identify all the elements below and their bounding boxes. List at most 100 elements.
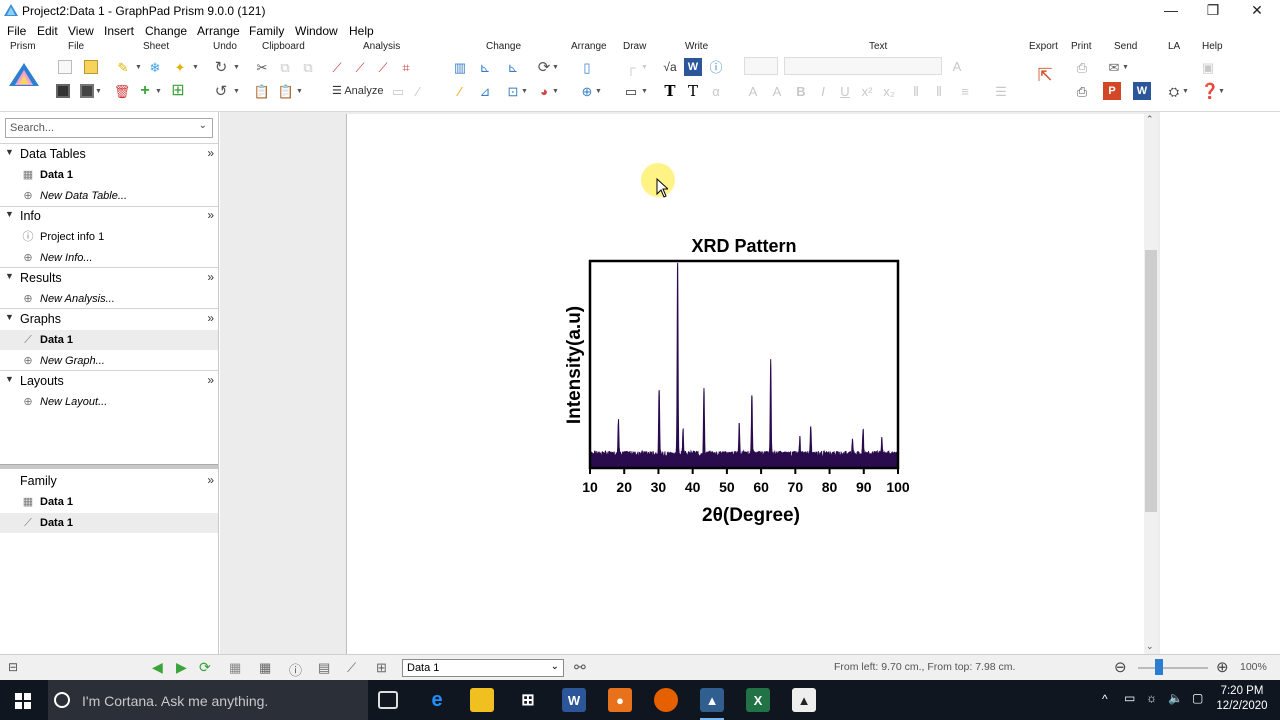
color-scheme-icon[interactable]: ◕ <box>540 83 548 99</box>
chevron-down-icon[interactable]: ▼ <box>233 88 240 95</box>
chevron-down-icon[interactable]: ▼ <box>552 64 559 71</box>
nav-item-graph[interactable]: ⟋ Data 1 <box>0 330 218 350</box>
nav-item-new-layout[interactable]: ⊕ New Layout... <box>0 392 218 412</box>
vertical-scrollbar[interactable]: ⌃ ⌄ <box>1144 114 1158 654</box>
chevron-down-icon[interactable]: ▼ <box>1122 64 1129 71</box>
font-family-select[interactable] <box>784 57 942 75</box>
collapse-icon[interactable]: ▼ <box>5 147 14 157</box>
format-axes-icon[interactable]: ⊾ <box>507 59 519 75</box>
expand-more-icon[interactable]: » <box>207 311 214 325</box>
next-sheet-icon[interactable]: ▶ <box>176 659 187 675</box>
analyze-button[interactable]: ☰ Analyze <box>332 85 384 97</box>
expand-more-icon[interactable]: » <box>207 373 214 387</box>
paste-special-icon[interactable]: ⧉ <box>303 59 313 75</box>
expand-more-icon[interactable]: » <box>207 473 214 487</box>
delete-sheet-icon[interactable]: 🗑 <box>113 83 131 99</box>
view-info-icon[interactable]: ⓘ <box>289 663 303 678</box>
xy-analysis-icon[interactable]: ⟋ <box>332 59 342 75</box>
new-sheet-icon[interactable]: + <box>140 82 150 99</box>
chevron-down-icon[interactable]: ▼ <box>1182 88 1189 95</box>
info-constant-icon[interactable]: ⓘ <box>709 59 723 75</box>
word-icon[interactable]: W <box>1133 82 1151 100</box>
nav-item-new-graph[interactable]: ⊕ New Graph... <box>0 351 218 371</box>
list-icon[interactable]: ☰ <box>995 83 1007 99</box>
menu-help[interactable]: Help <box>349 24 374 38</box>
expand-more-icon[interactable]: » <box>207 208 214 222</box>
menu-family[interactable]: Family <box>249 24 285 38</box>
subscript-icon[interactable]: x₂ <box>883 83 895 99</box>
nav-item-project-info[interactable]: ⓘ Project info 1 <box>0 227 218 247</box>
family-item-data-table[interactable]: ▦ Data 1 <box>0 492 218 512</box>
show-hidden-icons[interactable]: ^ <box>1102 692 1108 706</box>
curve-fit-icon[interactable]: ⟋ <box>355 59 365 75</box>
edge-icon[interactable]: e <box>431 688 443 711</box>
lab-archives-icon[interactable]: ⛭ <box>1168 83 1180 99</box>
expand-more-icon[interactable]: » <box>207 146 214 160</box>
link-icon[interactable]: ⚯ <box>574 659 586 675</box>
rectangle-tool-icon[interactable]: ▭ <box>624 83 638 99</box>
family-item-graph[interactable]: ⟋ Data 1 <box>0 513 218 533</box>
paste-options-icon[interactable]: 📋 <box>277 83 295 99</box>
chevron-down-icon[interactable]: ▼ <box>595 88 602 95</box>
close-button[interactable]: ✕ <box>1251 2 1263 18</box>
view-data-icon[interactable]: ▦ <box>259 660 272 675</box>
italic-icon[interactable]: I <box>821 83 825 99</box>
sheet-list-icon[interactable]: ⊟ <box>8 660 19 674</box>
wand-icon[interactable]: ⁄ <box>458 83 462 99</box>
snowflake-icon[interactable]: ❄ <box>149 59 161 75</box>
expand-more-icon[interactable]: » <box>207 270 214 284</box>
powerpoint-icon[interactable]: P <box>1103 82 1121 100</box>
zoom-out-icon[interactable]: ⊖ <box>1114 659 1127 676</box>
graph-type-icon[interactable]: ▥ <box>453 59 467 75</box>
cut-icon[interactable]: ✂ <box>256 59 268 75</box>
copy-icon[interactable]: ⧉ <box>280 59 290 75</box>
nav-item-new-info[interactable]: ⊕ New Info... <box>0 248 218 268</box>
zoom-in-icon[interactable]: ⊕ <box>1216 659 1229 676</box>
chevron-down-icon[interactable]: ▼ <box>552 88 559 95</box>
chevron-down-icon[interactable]: ▼ <box>95 88 102 95</box>
zoom-slider-track[interactable] <box>1138 667 1208 669</box>
menu-arrange[interactable]: Arrange <box>197 24 240 38</box>
results-icon[interactable]: ▭ <box>391 83 405 99</box>
section-layouts[interactable]: ▼ Layouts » <box>0 371 218 391</box>
format-data-icon[interactable]: ⊡ <box>507 83 519 99</box>
print-icon[interactable]: ⎙ <box>1076 59 1088 75</box>
cortana-search-box[interactable]: I'm Cortana. Ask me anything. <box>48 680 368 720</box>
notification-icon[interactable]: ▢ <box>1192 691 1204 705</box>
view-results-icon[interactable]: ▤ <box>318 660 331 675</box>
panel-splitter[interactable] <box>0 464 218 469</box>
underline-icon[interactable]: U <box>840 83 850 99</box>
save-as-icon[interactable] <box>78 82 96 100</box>
menu-file[interactable]: File <box>7 24 27 38</box>
font-shrink-icon[interactable]: A <box>772 83 782 99</box>
save-icon[interactable] <box>54 82 72 100</box>
axes-icon[interactable]: ⊾ <box>479 59 491 75</box>
chevron-down-icon[interactable]: ▼ <box>1218 88 1225 95</box>
menu-window[interactable]: Window <box>295 24 338 38</box>
print-setup-icon[interactable]: ⎙ <box>1076 83 1088 99</box>
pen-icon[interactable]: ∕ <box>416 83 420 99</box>
format-graph-icon[interactable]: ⊿ <box>479 83 491 99</box>
section-graphs[interactable]: ▼ Graphs » <box>0 309 218 329</box>
menu-edit[interactable]: Edit <box>37 24 58 38</box>
menu-view[interactable]: View <box>68 24 94 38</box>
highlight-icon[interactable]: ✎ <box>117 59 129 75</box>
magic-wand-icon[interactable]: ✦ <box>174 59 186 75</box>
help-icon[interactable]: ❓ <box>1200 82 1220 100</box>
nav-item-data-table[interactable]: ▦ Data 1 <box>0 165 218 185</box>
line-tool-icon[interactable]: ┌ <box>626 59 636 75</box>
refresh-icon[interactable]: ⟳ <box>537 58 551 76</box>
equation-icon[interactable]: √a <box>663 60 677 74</box>
text-tool-icon[interactable]: T <box>664 81 676 100</box>
export-icon[interactable]: ⇱ <box>1037 65 1053 85</box>
view-layout-icon[interactable]: ⊞ <box>376 660 387 675</box>
add-column-icon[interactable]: ⊞ <box>171 82 185 99</box>
file-explorer-icon[interactable] <box>470 688 494 712</box>
volume-icon[interactable]: 🔈 <box>1168 691 1183 705</box>
zoom-slider-thumb[interactable] <box>1155 659 1163 675</box>
sheet-selector[interactable]: Data 1 ⌄ <box>402 659 564 677</box>
menu-insert[interactable]: Insert <box>104 24 135 38</box>
spacing-icon[interactable]: ⫴ <box>913 83 919 99</box>
scroll-thumb[interactable] <box>1145 250 1157 512</box>
menu-change[interactable]: Change <box>145 24 188 38</box>
